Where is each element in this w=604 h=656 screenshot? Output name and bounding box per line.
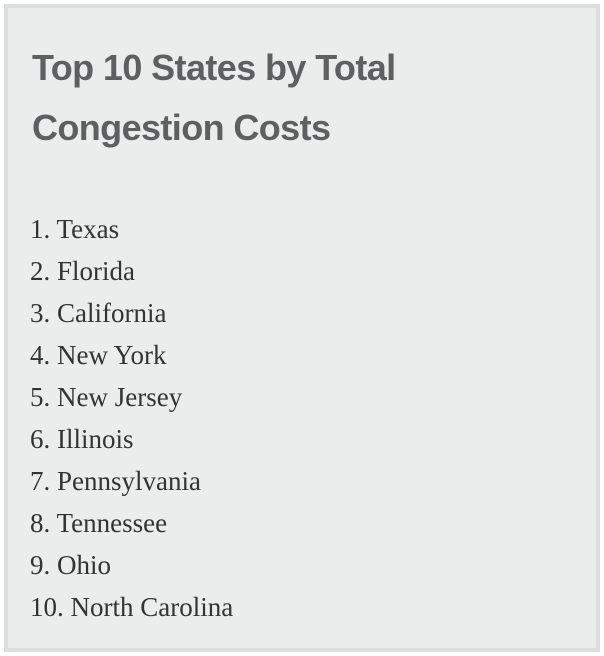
list-item: 10. North Carolina xyxy=(30,592,234,622)
list-item: 6. Illinois xyxy=(30,424,134,454)
list-item: 5. New Jersey xyxy=(30,382,183,412)
list-item: 1. Texas xyxy=(30,214,120,244)
list-item: 4. New York xyxy=(30,340,167,370)
list-item: 9. Ohio xyxy=(30,550,111,580)
state-list: 1. Texas 2. Florida 3. California 4. New Yo… xyxy=(30,208,233,628)
list-item: 3. California xyxy=(30,298,167,328)
list-item: 2. Florida xyxy=(30,256,135,286)
list-item: 7. Pennsylvania xyxy=(30,466,201,496)
list-item: 8. Tennessee xyxy=(30,508,168,538)
title: Top 10 States by Total Congestion Costs xyxy=(32,47,396,148)
info-box: Top 10 States by Total Congestion Costs … xyxy=(4,4,600,652)
